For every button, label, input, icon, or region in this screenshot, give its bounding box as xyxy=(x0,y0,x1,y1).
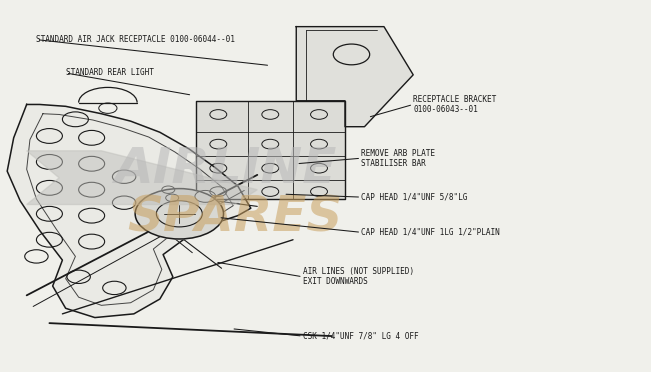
Text: REMOVE ARB PLATE
STABILISER BAR: REMOVE ARB PLATE STABILISER BAR xyxy=(361,148,436,168)
Text: RECEPTACLE BRACKET
0100-06043--01: RECEPTACLE BRACKET 0100-06043--01 xyxy=(413,95,497,114)
Polygon shape xyxy=(27,151,257,205)
Text: STANDARD AIR JACK RECEPTACLE 0100-06044--01: STANDARD AIR JACK RECEPTACLE 0100-06044-… xyxy=(36,35,235,44)
Text: CAP HEAD 1/4"UNF 1LG 1/2"PLAIN: CAP HEAD 1/4"UNF 1LG 1/2"PLAIN xyxy=(361,228,500,237)
Polygon shape xyxy=(7,105,251,318)
Circle shape xyxy=(135,189,223,239)
Polygon shape xyxy=(195,101,345,199)
Text: STANDARD REAR LIGHT: STANDARD REAR LIGHT xyxy=(66,68,154,77)
Text: AIR LINES (NOT SUPPLIED)
EXIT DOWNWARDS: AIR LINES (NOT SUPPLIED) EXIT DOWNWARDS xyxy=(303,267,414,286)
Text: CAP HEAD 1/4"UNF 5/8"LG: CAP HEAD 1/4"UNF 5/8"LG xyxy=(361,193,467,202)
Text: AIRLINE: AIRLINE xyxy=(115,145,337,193)
Text: SPARES: SPARES xyxy=(128,193,342,241)
Polygon shape xyxy=(296,27,413,127)
Text: CSK 1/4"UNF 7/8" LG 4 OFF: CSK 1/4"UNF 7/8" LG 4 OFF xyxy=(303,331,419,341)
